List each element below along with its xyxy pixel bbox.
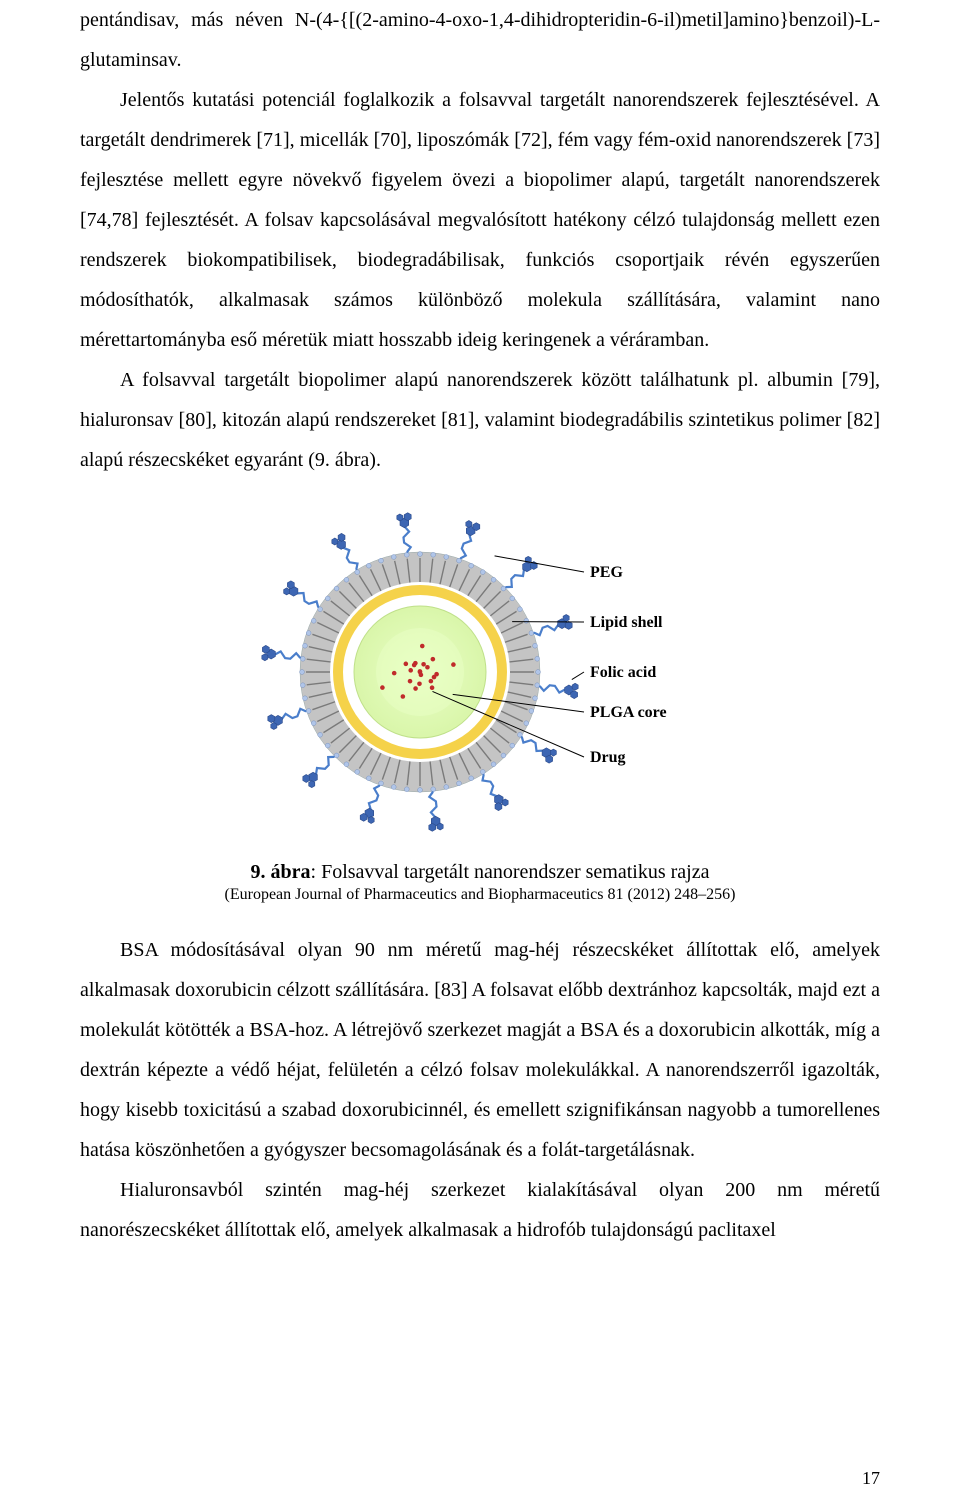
figure-9: PEG Lipid shell Folic acid PLGA core Drug 9.… xyxy=(80,502,880,904)
paragraph-4-text: BSA módosításával olyan 90 nm méretű mag… xyxy=(80,939,880,1161)
diagram-label-lipid-shell: Lipid shell xyxy=(590,614,663,631)
paragraph-3: A folsavval targetált biopolimer alapú n… xyxy=(80,360,880,480)
paragraph-1: pentándisav, más néven N-(4-{[(2-amino-4… xyxy=(80,0,880,80)
paragraph-5: Hialuronsavból szintén mag-héj szerkezet… xyxy=(80,1170,880,1250)
page-number: 17 xyxy=(862,1468,880,1489)
nanoparticle-diagram: PEG Lipid shell Folic acid PLGA core Drug xyxy=(240,502,720,842)
diagram-label-folic-acid: Folic acid xyxy=(590,664,656,681)
figure-subcaption: (European Journal of Pharmaceutics and B… xyxy=(80,886,880,904)
paragraph-4: BSA módosításával olyan 90 nm méretű mag… xyxy=(80,930,880,1170)
paragraph-5-text: Hialuronsavból szintén mag-héj szerkezet… xyxy=(80,1179,880,1241)
figure-caption-bold: 9. ábra xyxy=(251,861,311,883)
figure-caption: 9. ábra: Folsavval targetált nanorendsze… xyxy=(80,861,880,884)
figure-caption-rest: : Folsavval targetált nanorendszer semat… xyxy=(311,861,710,883)
diagram-label-peg: PEG xyxy=(590,564,623,581)
diagram-label-plga-core: PLGA core xyxy=(590,704,667,721)
paragraph-3-text: A folsavval targetált biopolimer alapú n… xyxy=(80,369,880,471)
paragraph-2-text: Jelentős kutatási potenciál foglalkozik … xyxy=(80,89,880,351)
paragraph-1-text: pentándisav, más néven N-(4-{[(2-amino-4… xyxy=(80,9,880,71)
diagram-label-drug: Drug xyxy=(590,749,626,766)
page: pentándisav, más néven N-(4-{[(2-amino-4… xyxy=(0,0,960,1509)
paragraph-2: Jelentős kutatási potenciál foglalkozik … xyxy=(80,80,880,360)
